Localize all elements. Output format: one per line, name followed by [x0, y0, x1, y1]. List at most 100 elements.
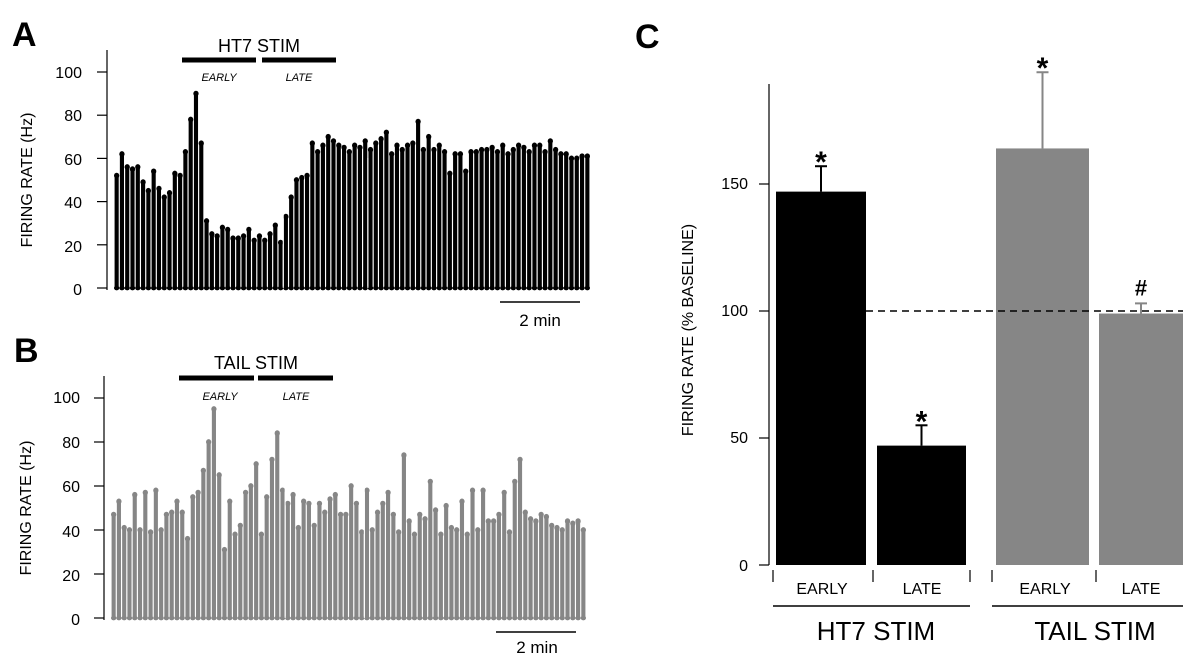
panel-a-bar [304, 175, 310, 288]
panel-a-bar-base [129, 285, 136, 291]
panel-b-bar-cap [147, 529, 154, 536]
panel-a-bar-cap [494, 149, 501, 155]
panel-a-bar [474, 151, 479, 288]
panel-a-bar-base [172, 285, 178, 291]
panel-a-bar-base [198, 285, 204, 291]
panel-b-bar [438, 534, 443, 618]
panel-a-ytick: 60 [64, 152, 82, 169]
panel-b-bar-base [575, 615, 581, 621]
panel-b-y-ticks: 0 20 40 60 80 100 [53, 390, 80, 629]
panel-b-bar-cap [549, 522, 555, 529]
panel-a-bar [447, 173, 452, 288]
panel-c-bar [996, 148, 1089, 565]
panel-b-bar-base [464, 615, 470, 621]
panel-a-bar [379, 138, 384, 288]
panel-a-bar [236, 238, 241, 288]
panel-b-bar-base [353, 615, 360, 621]
panel-a-y-ticks: 0 20 40 60 80 100 [55, 65, 82, 299]
panel-a-bar [246, 229, 251, 288]
panel-a-bar [241, 236, 246, 288]
panel-a-bar-base [463, 285, 469, 291]
panel-b-bar [544, 516, 549, 618]
panel-a-bar-cap [135, 164, 141, 170]
panel-a-bar-cap [542, 149, 548, 155]
panel-a-bar-cap [129, 166, 136, 173]
panel-a-bar-cap [314, 149, 321, 155]
panel-a-bar-cap [299, 174, 305, 181]
panel-a-bar [373, 143, 378, 288]
panel-b-bar [481, 490, 486, 618]
panel-a-bar-cap [330, 138, 337, 145]
panel-b-bar-base [348, 615, 354, 621]
panel-a-bar-base [383, 285, 390, 291]
panel-b-bar-base [491, 615, 497, 621]
panel-b-bar-cap [406, 518, 412, 525]
panel-a-bar [257, 236, 262, 288]
panel-a-bar [141, 182, 146, 288]
panel-a-bar-base [394, 285, 400, 291]
panel-a-bar [310, 143, 315, 288]
panel-a-bar-cap [457, 151, 464, 157]
panel-b-bar-base [543, 615, 550, 621]
panel-a-bar [230, 238, 236, 288]
panel-b-bar [549, 525, 554, 618]
panel-a-bar-cap [478, 146, 485, 153]
panel-a-bar-base [314, 285, 321, 291]
panel-b-bar [370, 530, 375, 618]
panel-b-bar [301, 501, 306, 618]
panel-a-bar [262, 240, 267, 288]
panel-a-bar-cap [256, 233, 263, 240]
panel-a-bar [569, 158, 574, 288]
panel-b-bar [565, 521, 570, 618]
panel-b-bar-base [396, 615, 402, 621]
panel-a-bar-base [515, 285, 522, 291]
panel-b-bar [422, 519, 428, 618]
panel-b-bar-cap [274, 430, 280, 437]
panel-a-ytick: 80 [64, 108, 82, 125]
panel-b-bar-base [496, 615, 502, 621]
panel-b-bar-cap [200, 467, 206, 474]
panel-b-bar [322, 512, 327, 618]
panel-a-bar [421, 149, 426, 288]
panel-b-bar-cap [190, 494, 196, 500]
panel-b-bar [269, 459, 275, 618]
panel-b-bar-base [427, 615, 433, 621]
panel-b-stim-label: TAIL STIM [214, 353, 298, 373]
panel-b-bar-base [227, 615, 233, 621]
panel-a-bar [453, 154, 458, 288]
panel-a-bar [193, 93, 199, 288]
panel-b-bar [238, 525, 243, 618]
panel-a-bar-cap [537, 142, 543, 149]
panel-a-bar-base [272, 285, 278, 291]
panel-b-bar-base [264, 615, 270, 621]
panel-a-bar-base [362, 285, 368, 291]
panel-a-bar [500, 145, 505, 288]
panel-a-bar [294, 180, 299, 288]
panel-a-bar-cap [156, 185, 162, 192]
panel-b-bar-cap [237, 522, 243, 529]
panel-b-bar [317, 503, 322, 618]
panel-a-bar-cap [367, 146, 374, 153]
panel-a-bar-cap [558, 151, 564, 157]
panel-a-bar [283, 216, 288, 288]
panel-a-bar-cap [225, 226, 231, 233]
panel-b-bar-cap [475, 527, 481, 533]
panel-a-bar-base [230, 285, 236, 291]
panel-a-bar [352, 145, 357, 288]
panel-b-bar [148, 532, 153, 618]
panel-a-bar-cap [341, 144, 347, 151]
panel-a-bar-base [299, 285, 305, 291]
panel-a-bar-cap [563, 151, 569, 157]
panel-a-bar-cap [145, 187, 152, 194]
panel-b-bar-base [533, 615, 539, 621]
panel-a-bar-cap [473, 149, 479, 155]
panel-a-bar [458, 154, 463, 288]
panel-a-bar-base [410, 285, 416, 291]
panel-a-bar [119, 154, 124, 288]
panel-b-bar-cap [522, 509, 528, 516]
panel-a-bar-base [161, 285, 167, 291]
panel-b-bar [243, 492, 248, 618]
panel-b-bar-base [316, 615, 323, 621]
panel-a-bar-base [558, 285, 564, 291]
panel-c-categories: EARLY LATE EARLY LATE [796, 581, 1160, 598]
